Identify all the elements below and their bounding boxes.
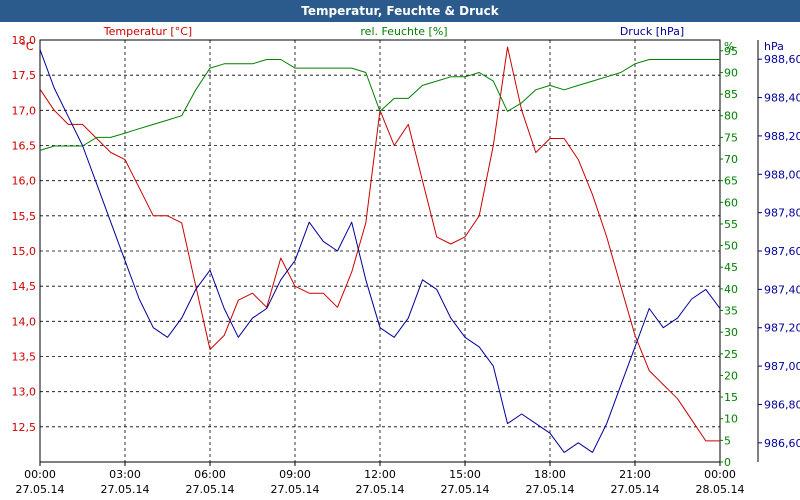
- pressure-tick-label: 986,60: [764, 437, 800, 450]
- pressure-tick-label: 987,00: [764, 360, 800, 373]
- temperature-tick-label: 12,5: [12, 421, 37, 434]
- series-line-pressure: [39, 49, 721, 453]
- temperature-tick-label: 14,5: [12, 280, 37, 293]
- x-tick-label-time: 18:00: [534, 468, 566, 481]
- x-tick-label-date: 28.05.14: [696, 483, 745, 496]
- humidity-tick-label: 35: [724, 305, 738, 318]
- humidity-tick-label: 75: [724, 131, 738, 144]
- humidity-tick-label: 30: [724, 326, 738, 339]
- pressure-tick-label: 988,60: [764, 53, 800, 66]
- x-tick-label-time: 06:00: [194, 468, 226, 481]
- temperature-tick-label: 17,0: [12, 104, 37, 117]
- x-tick-label-time: 12:00: [364, 468, 396, 481]
- humidity-tick-label: 55: [724, 218, 738, 231]
- x-tick-label-date: 27.05.14: [16, 483, 65, 496]
- humidity-tick-label: 45: [724, 261, 738, 274]
- x-tick-label-time: 21:00: [619, 468, 651, 481]
- temperature-tick-label: 16,5: [12, 140, 37, 153]
- humidity-tick-label: 50: [724, 240, 738, 253]
- x-tick-label-date: 27.05.14: [356, 483, 405, 496]
- humidity-tick-label: 5: [724, 434, 731, 447]
- series-line-humidity: [39, 59, 720, 151]
- humidity-tick-label: 80: [724, 110, 738, 123]
- humidity-tick-label: 65: [724, 175, 738, 188]
- x-tick-label-date: 27.05.14: [526, 483, 575, 496]
- pressure-tick-label: 987,60: [764, 245, 800, 258]
- axis-labels: 00:00 27.05.14 03:00 27.05.14 06:00 27.05.14 0…: [12, 25, 800, 496]
- humidity-tick-label: 60: [724, 196, 738, 209]
- humidity-tick-label: 90: [724, 66, 738, 79]
- humidity-tick-label: 70: [724, 153, 738, 166]
- x-tick-label-time: 03:00: [109, 468, 141, 481]
- x-tick-label-time: 00:00: [24, 468, 56, 481]
- pressure-tick-label: 987,40: [764, 283, 800, 296]
- pressure-tick-label: 987,20: [764, 322, 800, 335]
- x-tick-label-date: 27.05.14: [441, 483, 490, 496]
- humidity-tick-label: 85: [724, 88, 738, 101]
- pressure-unit-label: hPa: [764, 40, 784, 53]
- humidity-tick-label: 10: [724, 413, 738, 426]
- pressure-tick-label: 988,40: [764, 92, 800, 105]
- humidity-tick-label: 95: [724, 45, 738, 58]
- humidity-tick-label: 25: [724, 348, 738, 361]
- humidity-tick-label: 20: [724, 369, 738, 382]
- x-tick-label-date: 27.05.14: [101, 483, 150, 496]
- x-tick-label-date: 27.05.14: [611, 483, 660, 496]
- humidity-tick-label: 40: [724, 283, 738, 296]
- x-tick-label-time: 09:00: [279, 468, 311, 481]
- grid-lines: [39, 39, 762, 466]
- temperature-tick-label: 13,5: [12, 351, 37, 364]
- temperature-tick-label: 15,5: [12, 210, 37, 223]
- temperature-tick-label: 13,0: [12, 386, 37, 399]
- pressure-tick-label: 986,80: [764, 398, 800, 411]
- pressure-tick-label: 987,80: [764, 207, 800, 220]
- temperature-tick-label: 15,0: [12, 245, 37, 258]
- x-tick-label-time: 15:00: [449, 468, 481, 481]
- humidity-axis-label: rel. Feuchte [%]: [360, 25, 447, 38]
- x-tick-label-date: 27.05.14: [271, 483, 320, 496]
- series-layer: [39, 46, 721, 453]
- humidity-tick-label: 15: [724, 391, 738, 404]
- temperature-tick-label: 16,0: [12, 175, 37, 188]
- temperature-axis-label: Temperatur [°C]: [103, 25, 192, 38]
- pressure-tick-label: 988,20: [764, 130, 800, 143]
- chart-title: Temperatur, Feuchte & Druck: [0, 0, 800, 22]
- temperature-unit-label: °C: [20, 40, 34, 53]
- x-tick-label-date: 27.05.14: [186, 483, 235, 496]
- humidity-unit-label: %: [724, 40, 734, 53]
- temperature-tick-label: 14,0: [12, 315, 37, 328]
- pressure-axis-label: Druck [hPa]: [620, 25, 684, 38]
- temperature-tick-label: 17,5: [12, 69, 37, 82]
- humidity-tick-label: 0: [724, 456, 731, 469]
- x-tick-label-time: 00:00: [704, 468, 736, 481]
- pressure-tick-label: 988,00: [764, 168, 800, 181]
- temperature-tick-label: 18,0: [12, 34, 37, 47]
